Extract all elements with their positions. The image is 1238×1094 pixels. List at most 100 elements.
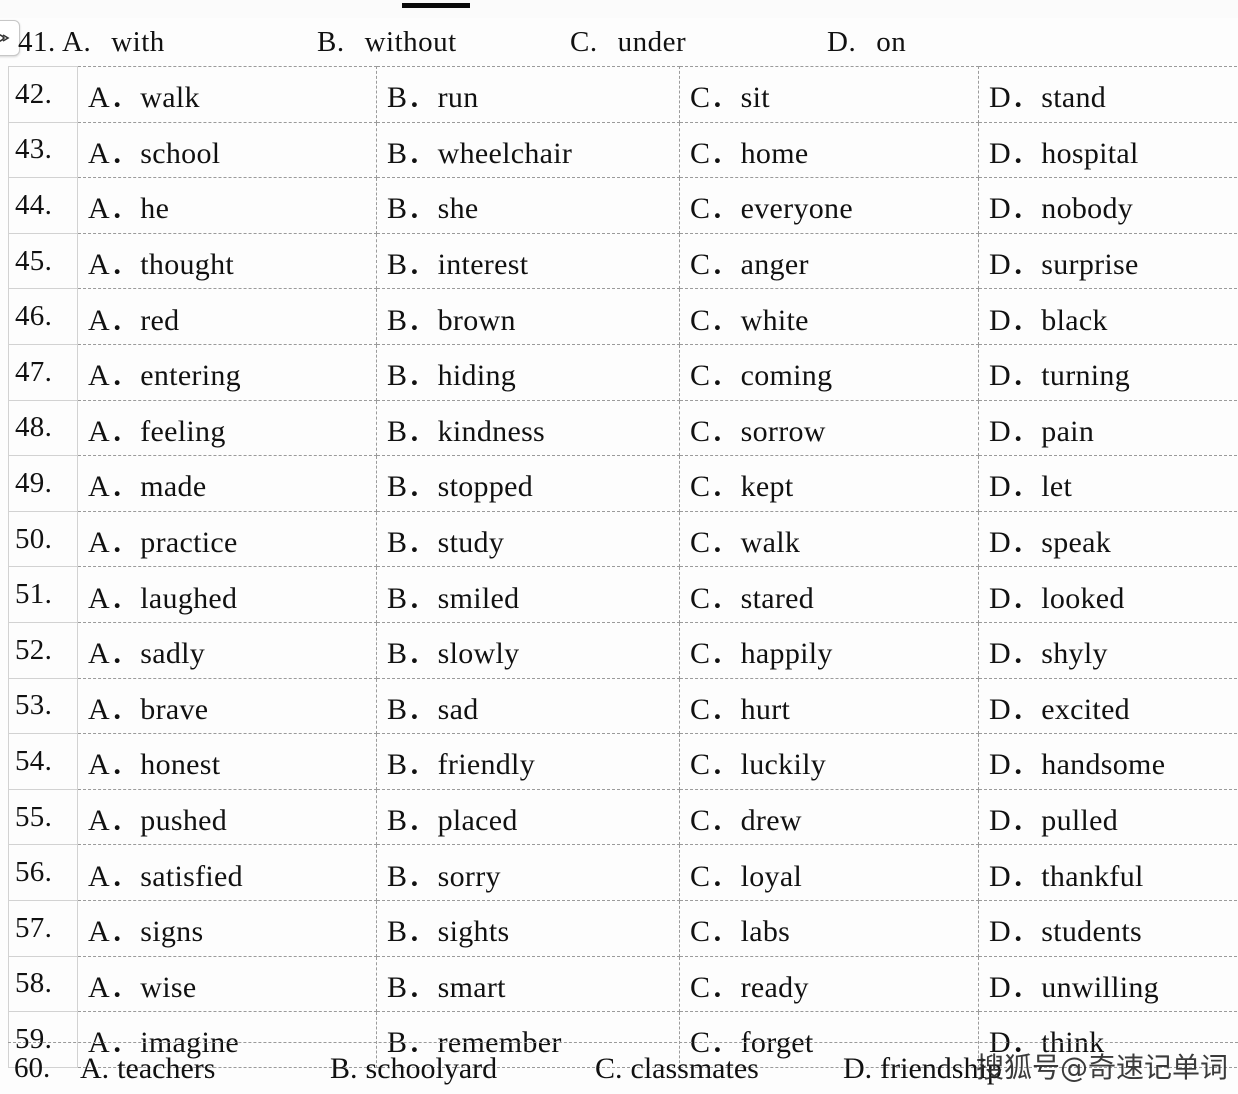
option-d-label: D． [989,637,1042,671]
option-c-text: stared [740,581,815,615]
option-b[interactable]: B．kindness [376,399,680,457]
option-b[interactable]: B．sorry [376,844,680,901]
option-a-label: A． [88,859,141,893]
question-number: 49. [8,455,78,512]
option-c[interactable]: C．hurt [679,677,979,735]
option-b[interactable]: B．slowly [376,621,680,679]
option-c-text: kept [740,470,794,504]
option-d[interactable]: D．nobody [978,177,1238,234]
option-b[interactable]: B．smiled [376,566,680,623]
option-c[interactable]: C．drew [679,788,979,846]
option-c-text: anger [740,248,809,282]
option-c[interactable]: C．luckily [679,733,979,790]
option-a[interactable]: A．he [77,177,377,234]
option-d-text: black [1041,303,1108,337]
option-a[interactable]: A．brave [77,677,377,735]
option-c[interactable]: C．kept [679,455,979,512]
option-a[interactable]: A．signs [77,899,377,957]
option-a[interactable]: A. teachers [70,1052,330,1086]
option-a[interactable]: A．pushed [77,788,377,846]
option-a[interactable]: A. with [62,26,317,59]
option-b-label: B． [387,136,438,170]
option-b-label: B． [387,303,438,337]
option-c-text: loyal [740,859,803,893]
option-c-text: drew [740,804,802,838]
option-a[interactable]: A．walk [77,66,377,123]
option-c[interactable]: C．walk [679,510,979,568]
option-a[interactable]: A．practice [77,510,377,568]
option-b[interactable]: B．sights [376,899,680,957]
option-d[interactable]: D．black [978,288,1238,345]
table-row: 48. A．feeling B．kindness C．sorrow D．pain [8,399,1238,457]
option-b[interactable]: B．hiding [376,343,680,401]
option-c[interactable]: C．everyone [679,177,979,234]
option-b-text: sad [437,692,479,726]
option-c[interactable]: C．anger [679,232,979,290]
option-c[interactable]: C．home [679,121,979,179]
option-c[interactable]: C. classmates [595,1052,843,1086]
option-d[interactable]: D．shyly [978,621,1238,679]
option-b-text: placed [437,804,518,838]
option-d[interactable]: D．let [978,455,1238,512]
option-c[interactable]: C．happily [679,621,979,679]
option-a[interactable]: A．red [77,288,377,345]
question-number: 53. [8,677,78,735]
option-a-text: laughed [140,581,238,615]
option-a[interactable]: A．laughed [77,566,377,623]
option-a[interactable]: A．school [77,121,377,179]
option-d[interactable]: D．unwilling [978,955,1238,1013]
option-d[interactable]: D．stand [978,66,1238,123]
option-b[interactable]: B．run [376,66,680,123]
option-c[interactable]: C．loyal [679,844,979,901]
option-d-label: D． [989,748,1042,782]
option-c[interactable]: C．ready [679,955,979,1013]
option-d[interactable]: D. friendship [843,1052,1043,1086]
option-a[interactable]: A．satisfied [77,844,377,901]
option-a[interactable]: A．made [77,455,377,512]
option-b[interactable]: B. schoolyard [330,1052,595,1086]
option-c[interactable]: C．white [679,288,979,345]
option-a[interactable]: A．feeling [77,399,377,457]
option-c[interactable]: C．stared [679,566,979,623]
option-d[interactable]: D．pulled [978,788,1238,846]
option-c-label: C． [690,192,741,226]
option-b[interactable]: B．smart [376,955,680,1013]
option-d[interactable]: D. on [827,26,1027,59]
option-a-label: A． [88,81,141,115]
option-d[interactable]: D．handsome [978,733,1238,790]
option-c[interactable]: C．sorrow [679,399,979,457]
option-b[interactable]: B. without [317,26,570,59]
option-d[interactable]: D．looked [978,566,1238,623]
option-d[interactable]: D．speak [978,510,1238,568]
option-b[interactable]: B．wheelchair [376,121,680,179]
option-b[interactable]: B．stopped [376,455,680,512]
option-c[interactable]: C. under [570,26,827,59]
option-b[interactable]: B．she [376,177,680,234]
option-b[interactable]: B．brown [376,288,680,345]
option-a[interactable]: A．sadly [77,621,377,679]
option-b[interactable]: B．friendly [376,733,680,790]
option-d[interactable]: D．surprise [978,232,1238,290]
option-d[interactable]: D．turning [978,343,1238,401]
option-c[interactable]: C．coming [679,343,979,401]
option-d[interactable]: D．excited [978,677,1238,735]
arrow-right-icon[interactable] [0,20,20,56]
option-d[interactable]: D．students [978,899,1238,957]
option-b[interactable]: B．study [376,510,680,568]
option-b-label: B. [317,25,345,58]
option-a[interactable]: A．honest [77,733,377,790]
option-d[interactable]: D．hospital [978,121,1238,179]
option-b[interactable]: B．interest [376,232,680,290]
option-b[interactable]: B．placed [376,788,680,846]
option-a[interactable]: A．entering [77,343,377,401]
option-d-text: students [1041,915,1143,949]
option-a[interactable]: A．wise [77,955,377,1013]
option-d[interactable]: D．pain [978,399,1238,457]
option-a[interactable]: A．thought [77,232,377,290]
option-b[interactable]: B．sad [376,677,680,735]
option-c[interactable]: C．labs [679,899,979,957]
option-b-text: sorry [437,859,501,893]
option-a[interactable]: A．imagine [77,1011,377,1068]
option-c[interactable]: C．sit [679,66,979,123]
option-d[interactable]: D．thankful [978,844,1238,901]
